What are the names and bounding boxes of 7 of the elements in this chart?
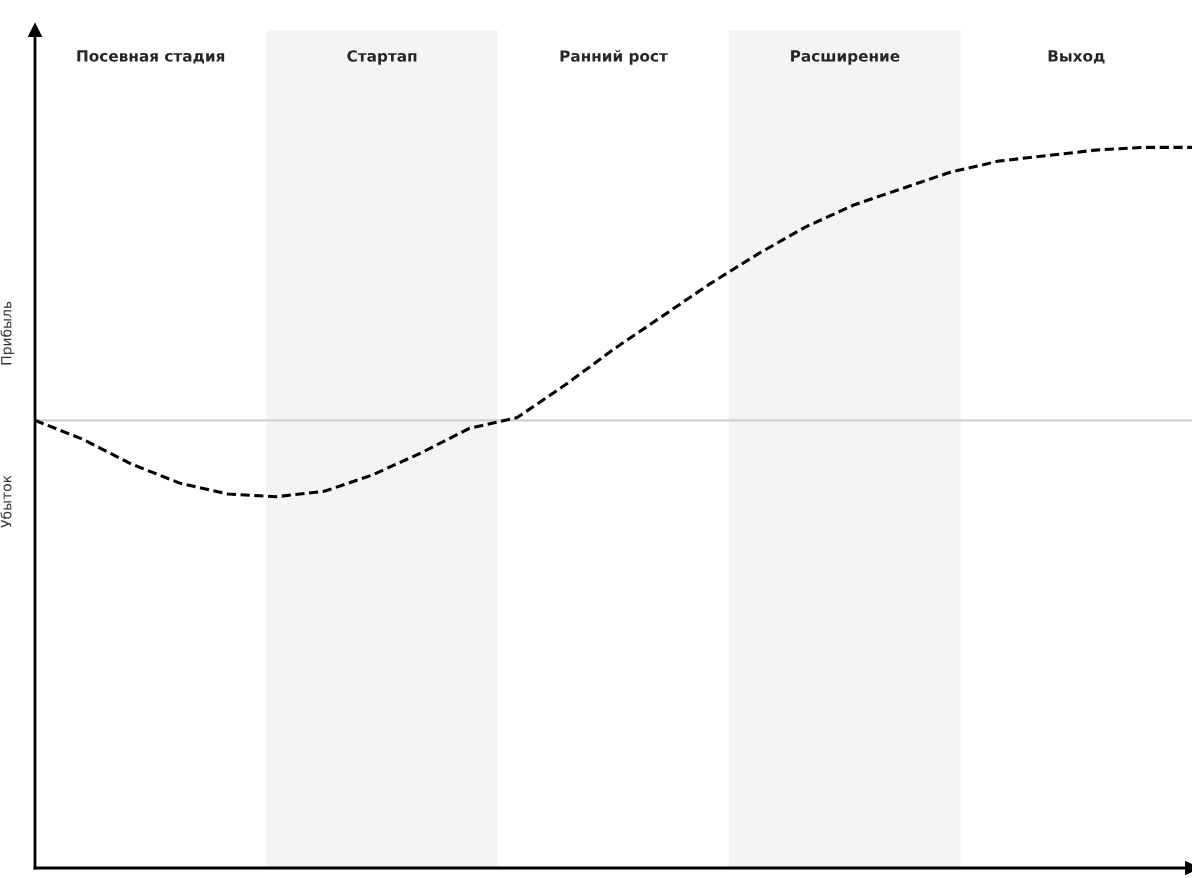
text: Прибыль: [0, 301, 15, 365]
text: Убыток: [0, 475, 12, 528]
text: Стартап: [347, 50, 417, 65]
text: Выход: [1048, 50, 1105, 64]
text: Расширение: [791, 50, 900, 65]
text: Посевная стадия: [77, 50, 225, 64]
text: Ранний рост: [560, 49, 668, 65]
